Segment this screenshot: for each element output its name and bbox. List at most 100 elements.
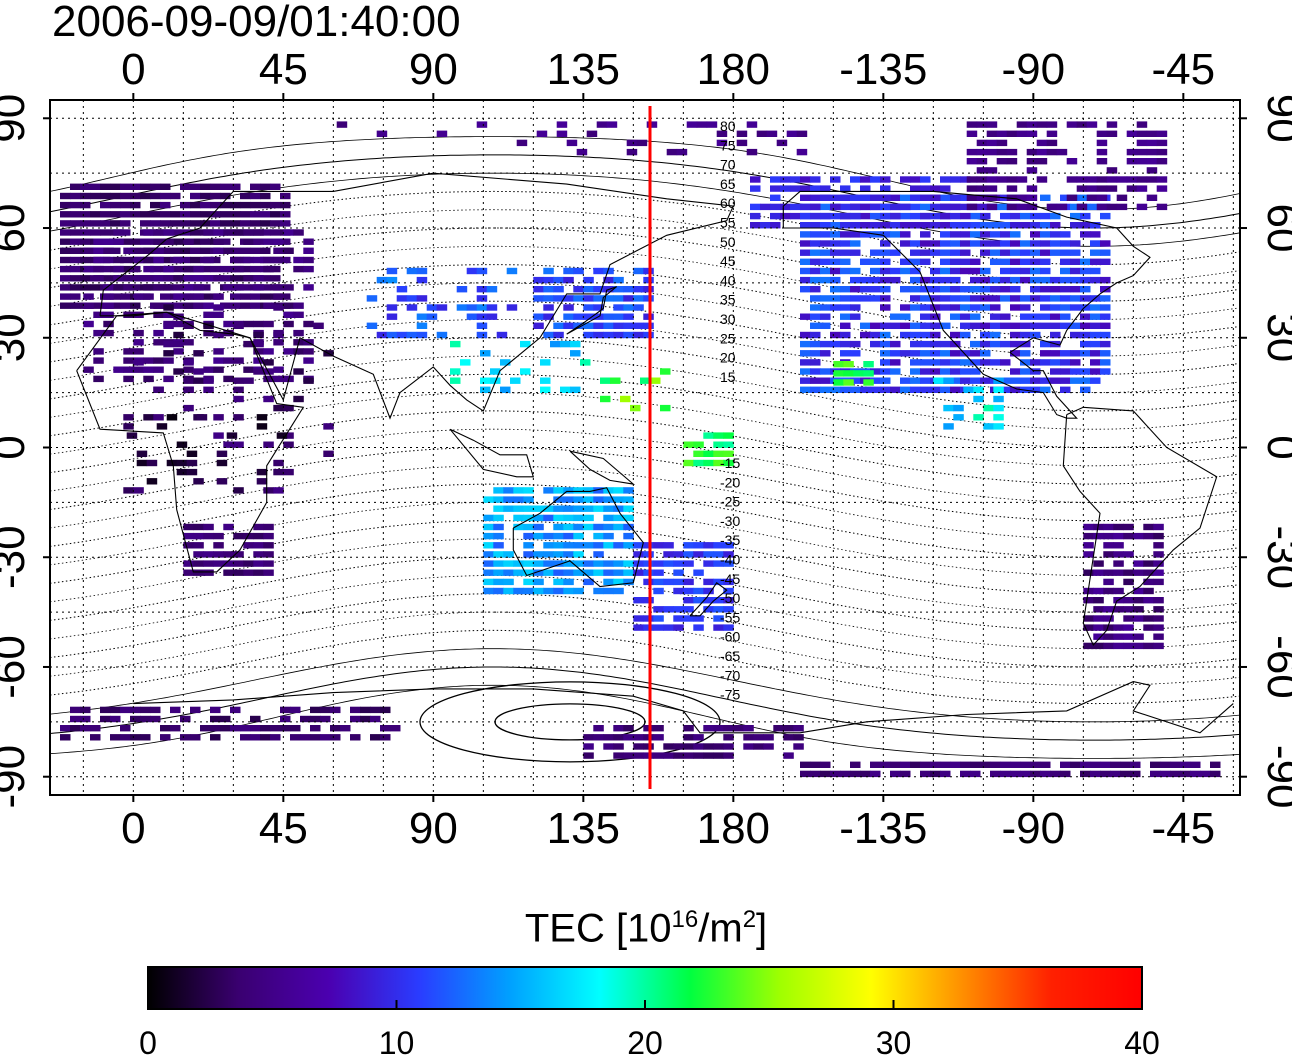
tec-cell: [1077, 185, 1088, 191]
tec-cell: [543, 295, 554, 301]
tec-cell: [543, 286, 554, 292]
tec-cell: [407, 295, 418, 301]
tec-cell: [483, 542, 494, 548]
tec-cell: [563, 277, 574, 283]
tec-cell: [750, 185, 761, 191]
tec-cell: [93, 312, 104, 318]
tec-cell: [563, 268, 574, 274]
tec-cell: [900, 323, 911, 329]
tec-cell: [493, 542, 504, 548]
tec-cell: [293, 396, 304, 402]
tec-cell: [60, 239, 71, 245]
tec-cell: [273, 376, 284, 382]
tec-cell: [560, 387, 571, 393]
tec-cell: [1027, 149, 1038, 155]
tec-cell: [407, 304, 418, 310]
tec-cell: [163, 266, 174, 272]
tec-cell: [1107, 121, 1118, 127]
tec-cell: [303, 357, 314, 363]
tec-cell: [233, 487, 244, 493]
tec-cell: [177, 469, 188, 475]
tec-cell: [223, 248, 234, 254]
tec-cell: [960, 295, 971, 301]
tec-cell: [753, 743, 764, 749]
tec-cell: [417, 323, 428, 329]
tec-cell: [1080, 387, 1091, 393]
tec-cell: [840, 259, 851, 265]
tec-cell: [1093, 533, 1104, 539]
tec-cell: [120, 211, 131, 217]
tec-cell: [143, 357, 154, 363]
tec-cell: [517, 140, 528, 146]
tec-cell: [880, 259, 891, 265]
tec-cell: [273, 469, 284, 475]
tec-cell: [183, 284, 194, 290]
tec-cell: [80, 284, 91, 290]
tec-cell: [240, 734, 251, 740]
tec-cell: [950, 286, 961, 292]
tec-cell: [1027, 158, 1038, 164]
tec-cell: [160, 734, 171, 740]
tec-cell: [183, 378, 194, 384]
tec-cell: [910, 295, 921, 301]
tec-cell: [437, 304, 448, 310]
tec-cell: [1017, 176, 1027, 182]
tec-cell: [280, 202, 291, 208]
tec-cell: [1020, 341, 1031, 347]
tec-cell: [1153, 597, 1164, 603]
tec-cell: [780, 176, 791, 182]
tec-cell: [987, 149, 998, 155]
tec-cell: [1080, 771, 1091, 777]
tec-cell: [263, 321, 274, 327]
tec-cell: [193, 524, 204, 530]
tec-cell: [830, 204, 841, 210]
tec-cell: [557, 131, 568, 137]
tec-cell: [653, 579, 664, 585]
tec-cell: [100, 716, 111, 722]
tec-cell: [683, 734, 694, 740]
lon-tick-label-bottom: 0: [121, 804, 145, 853]
tec-cell: [910, 250, 921, 256]
tec-cell: [880, 204, 891, 210]
tec-cell: [1000, 268, 1011, 274]
tec-cell: [1103, 570, 1114, 576]
lat-tick-label-left: 90: [0, 94, 34, 143]
tec-cell: [270, 734, 281, 740]
tec-cell: [960, 222, 971, 228]
tec-cell: [253, 321, 263, 327]
tec-cell: [323, 451, 334, 457]
tec-cell: [263, 560, 274, 566]
tec-cell: [387, 304, 398, 310]
tec-cell: [763, 743, 774, 749]
tec-cell: [223, 524, 234, 530]
tec-cell: [1113, 524, 1124, 530]
tec-cell: [563, 542, 574, 548]
tec-cell: [1137, 121, 1148, 127]
tec-cell: [1007, 158, 1018, 164]
tec-cell: [253, 239, 263, 245]
tec-cell: [987, 204, 998, 210]
tec-cell: [800, 771, 811, 777]
tec-cell: [613, 752, 624, 758]
tec-cell: [253, 275, 263, 281]
tec-cell: [137, 451, 148, 457]
tec-cell: [250, 184, 261, 190]
tec-cell: [987, 176, 998, 182]
tec-cell: [683, 442, 694, 448]
tec-cell: [970, 213, 981, 219]
tec-cell: [1143, 597, 1154, 603]
tec-cell: [227, 432, 238, 438]
tec-cell: [630, 405, 641, 411]
tec-cell: [503, 570, 514, 576]
tec-cell: [243, 229, 254, 235]
tec-cell: [83, 293, 94, 299]
tec-cell: [723, 432, 734, 438]
tec-cell: [910, 195, 921, 201]
tec-cell: [583, 752, 594, 758]
tec-cell: [790, 185, 801, 191]
tec-cell: [377, 131, 388, 137]
tec-cell: [1010, 259, 1021, 265]
tec-cell: [220, 266, 231, 272]
tec-cell: [1070, 222, 1081, 228]
tec-cell: [273, 239, 284, 245]
